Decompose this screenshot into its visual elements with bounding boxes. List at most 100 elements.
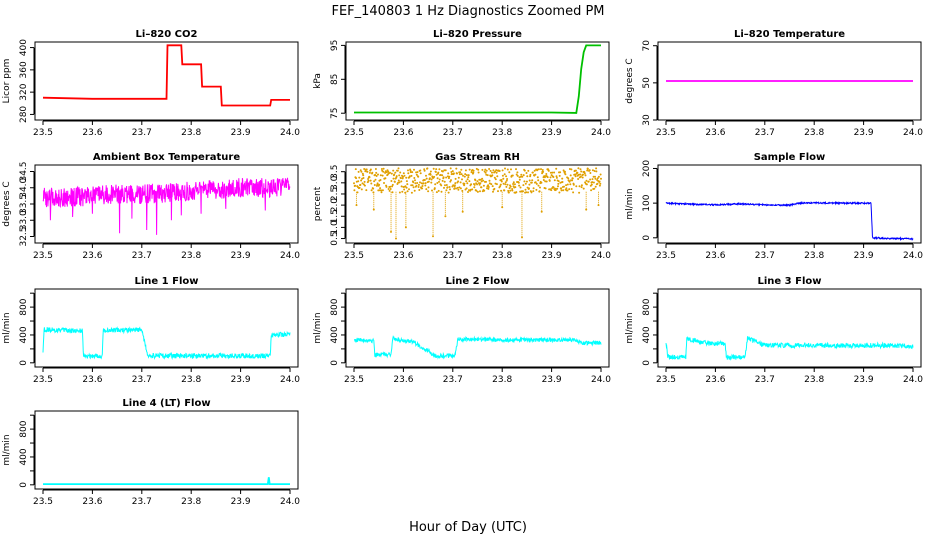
series-group [665, 200, 914, 241]
data-point [401, 190, 404, 193]
data-point [598, 180, 601, 183]
data-point [433, 175, 436, 178]
data-point [428, 177, 431, 180]
data-point [554, 189, 557, 191]
series-line [665, 336, 914, 361]
data-point [542, 170, 545, 173]
data-point [528, 183, 531, 186]
data-point [525, 191, 528, 194]
y-tick-label: 50 [642, 77, 652, 89]
data-point [389, 188, 392, 190]
data-point [537, 184, 540, 187]
x-tick-label: 23.8 [181, 375, 201, 385]
data-point [432, 167, 435, 170]
data-point [412, 186, 415, 189]
data-point [368, 176, 371, 179]
y-tick-label: 34.0 [19, 177, 29, 197]
data-point [393, 173, 396, 176]
data-point [524, 188, 527, 191]
data-point [598, 184, 601, 187]
data-point [583, 172, 586, 175]
plot-frame [657, 288, 922, 368]
data-point [560, 189, 563, 192]
plot-frame [34, 164, 299, 244]
data-point [375, 175, 378, 177]
data-point [361, 182, 364, 185]
data-point [479, 182, 482, 185]
data-point [444, 169, 447, 172]
series-line [665, 200, 914, 241]
x-tick-label: 23.5 [344, 128, 364, 138]
data-point [505, 179, 508, 182]
data-point [404, 226, 407, 229]
data-point [407, 172, 410, 175]
y-tick-label: 0 [642, 235, 652, 241]
data-point [531, 171, 534, 174]
data-point [510, 168, 512, 171]
data-point [594, 177, 597, 180]
x-tick-label: 23.5 [33, 128, 53, 138]
data-point [537, 179, 540, 182]
data-point [577, 167, 580, 170]
x-tick-label: 23.5 [33, 497, 53, 507]
plot-frame [34, 41, 299, 121]
panel-6: Sample Flow 23.5 23.6 23.7 23.8 23.9 24.0 0 100 2… [625, 152, 923, 261]
data-point [526, 175, 529, 178]
data-point [514, 186, 517, 189]
data-point [475, 189, 478, 192]
data-point [566, 189, 569, 192]
x-tick-label: 23.8 [804, 128, 824, 138]
data-point [353, 189, 356, 192]
data-point [369, 179, 372, 182]
data-point [430, 178, 433, 181]
x-tick-label: 23.8 [804, 251, 824, 261]
data-point [518, 184, 521, 187]
data-point [477, 171, 480, 174]
data-point [449, 180, 452, 183]
data-point [511, 188, 514, 190]
data-point [403, 174, 406, 177]
data-point [502, 177, 505, 180]
x-tick-label: 24.0 [591, 375, 611, 385]
data-point [429, 173, 432, 176]
data-point [467, 176, 470, 179]
data-point [532, 190, 535, 193]
panel-4: Ambient Box Temperature 23.5 23.6 23.7 23.8 2… [2, 152, 300, 261]
data-point [406, 190, 409, 193]
data-point [572, 183, 575, 186]
y-tick-label: 400 [19, 39, 29, 56]
data-point [580, 170, 583, 173]
data-point [389, 171, 391, 174]
data-point [596, 182, 599, 185]
data-point [575, 185, 578, 188]
data-point [363, 180, 366, 183]
data-point [392, 177, 395, 180]
data-point [568, 168, 571, 170]
data-point [380, 189, 383, 192]
data-point [494, 178, 497, 181]
series-line [43, 477, 290, 485]
panel-9: Line 3 Flow 23.5 23.6 23.7 23.8 23.9 24.0 0 400 8… [625, 276, 923, 385]
data-point [466, 178, 469, 181]
series-group [43, 477, 290, 485]
data-point [546, 176, 549, 179]
data-point [491, 171, 493, 174]
data-point [456, 186, 459, 189]
data-point [525, 180, 528, 183]
x-tick-label: 23.6 [393, 128, 413, 138]
data-point [503, 189, 506, 192]
series-group [354, 335, 602, 360]
data-point [479, 190, 481, 193]
data-point [511, 189, 514, 192]
y-tick-label: 34.5 [19, 161, 29, 181]
data-point [426, 167, 429, 170]
x-tick-label: 24.0 [280, 128, 300, 138]
data-point [381, 189, 384, 192]
data-point [436, 182, 439, 184]
x-tick-label: 23.6 [82, 497, 102, 507]
data-point [582, 173, 584, 176]
data-point [456, 172, 458, 175]
data-point [363, 168, 366, 170]
y-tick-label: 33.5 [19, 194, 29, 214]
data-point [538, 190, 541, 193]
